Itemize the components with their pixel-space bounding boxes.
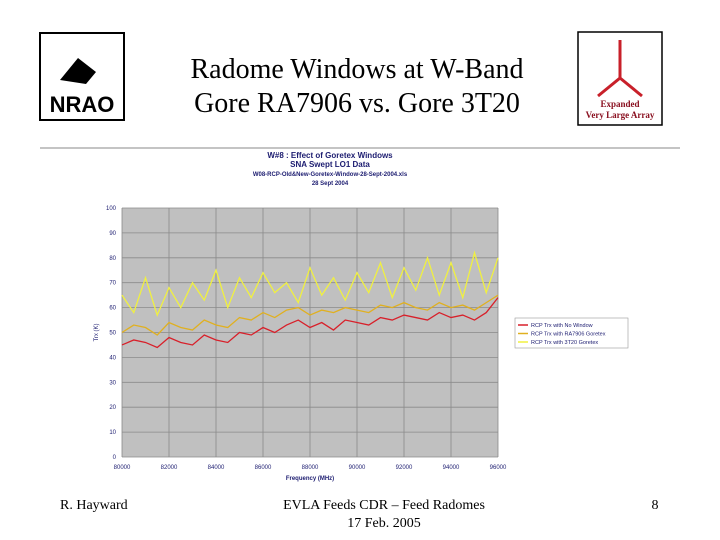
y-tick-label: 40 bbox=[109, 355, 116, 361]
footer-center: EVLA Feeds CDR – Feed Radomes bbox=[283, 498, 485, 513]
x-axis-label: Frequency (MHz) bbox=[286, 476, 334, 482]
y-tick-label: 100 bbox=[106, 206, 117, 212]
logo-right-text: Very Large Array bbox=[586, 110, 655, 120]
logo-right-text: Expanded bbox=[600, 99, 639, 109]
y-tick-label: 80 bbox=[109, 256, 116, 262]
footer-center: 17 Feb. 2005 bbox=[347, 516, 421, 531]
y-axis-label: Trx (K) bbox=[94, 323, 100, 341]
x-tick-label: 92000 bbox=[396, 465, 413, 471]
y-tick-label: 0 bbox=[113, 455, 117, 461]
legend-label: RCP Trx with 3T20 Goretex bbox=[531, 340, 598, 346]
y-tick-label: 60 bbox=[109, 306, 116, 312]
series-line bbox=[121, 250, 499, 317]
y-tick-label: 90 bbox=[109, 231, 116, 237]
x-tick-label: 84000 bbox=[208, 465, 225, 471]
x-tick-label: 94000 bbox=[443, 465, 460, 471]
legend-label: RCP Trx with RA7906 Goretex bbox=[531, 332, 606, 338]
x-tick-label: 90000 bbox=[349, 465, 366, 471]
x-tick-label: 80000 bbox=[114, 465, 131, 471]
legend-label: RCP Trx with No Window bbox=[531, 323, 593, 329]
slide-title: Gore RA7906 vs. Gore 3T20 bbox=[194, 88, 520, 119]
y-tick-label: 30 bbox=[109, 380, 116, 386]
legend bbox=[514, 317, 629, 349]
chart-title: SNA Swept LO1 Data bbox=[290, 160, 370, 169]
y-tick-label: 50 bbox=[109, 331, 116, 337]
logo-y bbox=[597, 40, 643, 98]
logo-dish bbox=[60, 58, 96, 84]
y-tick-label: 10 bbox=[109, 430, 116, 436]
footer-left: R. Hayward bbox=[60, 498, 128, 513]
page-number: 8 bbox=[652, 498, 659, 513]
y-tick-label: 20 bbox=[109, 405, 116, 411]
x-tick-label: 96000 bbox=[490, 465, 507, 471]
x-tick-label: 86000 bbox=[255, 465, 272, 471]
logo-left-text: NRAO bbox=[50, 92, 115, 117]
y-tick-label: 70 bbox=[109, 281, 116, 287]
slide-title: Radome Windows at W-Band bbox=[190, 54, 523, 85]
series-line bbox=[121, 297, 499, 349]
x-tick-label: 82000 bbox=[161, 465, 178, 471]
series-line bbox=[121, 294, 499, 336]
chart-title: W#8 : Effect of Goretex Windows bbox=[267, 151, 393, 160]
x-tick-label: 88000 bbox=[302, 465, 319, 471]
chart-title: W08-RCP-Old&New-Goretex-Window-28-Sept-2… bbox=[253, 172, 408, 178]
chart-title: 28 Sept 2004 bbox=[312, 181, 349, 187]
